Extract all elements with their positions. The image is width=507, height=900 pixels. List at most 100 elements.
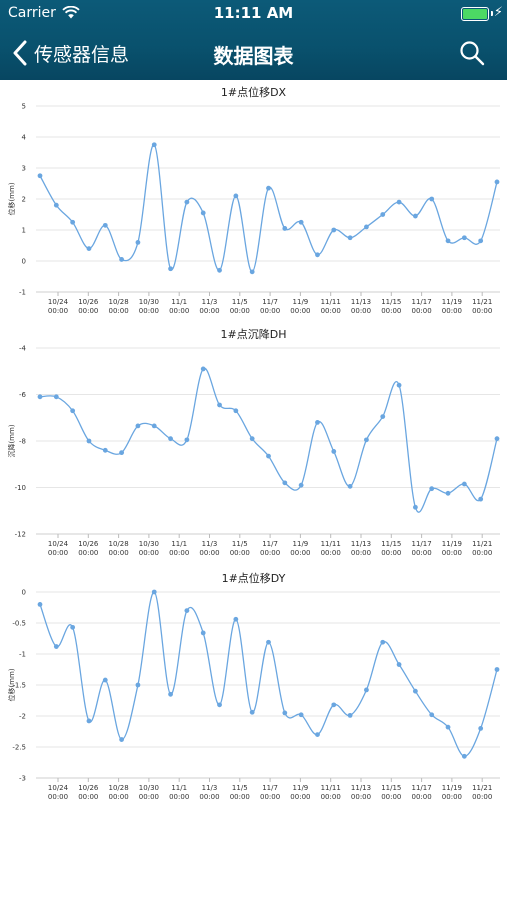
data-point[interactable] (53, 202, 59, 208)
data-point[interactable] (282, 710, 288, 716)
data-point[interactable] (380, 212, 386, 217)
data-point[interactable] (331, 227, 337, 233)
data-point[interactable] (233, 193, 239, 199)
data-point[interactable] (429, 712, 435, 718)
data-point[interactable] (168, 436, 173, 442)
x-tick-label: 10/30 (139, 298, 159, 306)
data-point[interactable] (412, 688, 418, 694)
y-axis-label: 位移(mm) (7, 182, 16, 215)
data-point[interactable] (347, 235, 353, 241)
data-point[interactable] (315, 732, 320, 737)
data-point[interactable] (298, 482, 304, 488)
data-point[interactable] (412, 504, 418, 510)
search-icon[interactable] (459, 40, 485, 66)
data-point[interactable] (282, 226, 288, 231)
data-point[interactable] (119, 737, 125, 742)
x-tick-label: 11/1 (171, 784, 187, 792)
data-point[interactable] (217, 267, 222, 273)
data-point[interactable] (53, 394, 59, 400)
data-point[interactable] (200, 210, 206, 216)
data-point[interactable] (331, 702, 337, 708)
data-point[interactable] (266, 185, 271, 191)
x-tick-label: 00:00 (260, 549, 280, 557)
data-point[interactable] (184, 437, 190, 443)
data-point[interactable] (380, 414, 386, 419)
data-point[interactable] (53, 644, 59, 649)
data-point[interactable] (478, 726, 484, 731)
data-point[interactable] (151, 589, 157, 595)
data-point[interactable] (429, 486, 435, 492)
data-point[interactable] (380, 639, 386, 645)
data-point[interactable] (315, 420, 320, 425)
data-point[interactable] (364, 437, 369, 443)
data-point[interactable] (364, 687, 369, 693)
data-point[interactable] (70, 219, 76, 225)
back-button[interactable]: 传感器信息 (12, 36, 129, 70)
data-point[interactable] (282, 480, 288, 486)
data-point[interactable] (102, 447, 108, 453)
data-point[interactable] (266, 639, 271, 645)
data-point[interactable] (37, 394, 43, 400)
data-point[interactable] (86, 438, 92, 444)
data-point[interactable] (445, 238, 451, 244)
data-point[interactable] (331, 449, 337, 454)
data-point[interactable] (347, 483, 353, 489)
data-point[interactable] (184, 199, 190, 205)
data-point[interactable] (494, 436, 500, 442)
data-point[interactable] (461, 235, 467, 241)
data-point[interactable] (494, 179, 500, 185)
data-point[interactable] (37, 602, 43, 607)
data-point[interactable] (364, 224, 369, 230)
y-tick-label: 1 (22, 227, 26, 235)
data-point[interactable] (461, 481, 467, 487)
data-point[interactable] (119, 450, 125, 456)
data-point[interactable] (461, 753, 467, 759)
data-point[interactable] (86, 246, 92, 252)
data-point[interactable] (396, 662, 402, 667)
data-point[interactable] (249, 269, 255, 275)
data-point[interactable] (217, 702, 222, 708)
data-point[interactable] (102, 677, 108, 683)
data-point[interactable] (217, 402, 222, 408)
data-point[interactable] (298, 712, 304, 718)
data-point[interactable] (445, 724, 451, 730)
data-point[interactable] (70, 624, 76, 630)
data-point[interactable] (445, 490, 451, 496)
data-point[interactable] (233, 616, 239, 622)
data-point[interactable] (478, 496, 484, 502)
data-point[interactable] (102, 222, 108, 228)
series-line (39, 591, 498, 757)
wifi-icon (62, 6, 80, 19)
y-tick-label: -10 (15, 484, 26, 492)
data-point[interactable] (168, 266, 173, 272)
data-point[interactable] (86, 718, 92, 724)
data-point[interactable] (396, 382, 402, 388)
data-point[interactable] (412, 213, 418, 219)
data-point[interactable] (184, 608, 190, 613)
data-point[interactable] (478, 238, 484, 244)
data-point[interactable] (37, 173, 43, 179)
data-point[interactable] (135, 682, 141, 688)
data-point[interactable] (200, 630, 206, 636)
data-point[interactable] (233, 408, 239, 414)
data-point[interactable] (135, 423, 141, 429)
data-point[interactable] (347, 712, 353, 718)
x-tick-label: 10/26 (78, 784, 99, 792)
data-point[interactable] (135, 240, 141, 245)
data-point[interactable] (151, 142, 157, 148)
data-point[interactable] (494, 667, 500, 672)
data-point[interactable] (249, 436, 255, 442)
y-tick-label: 0 (22, 258, 26, 266)
data-point[interactable] (429, 196, 435, 202)
data-point[interactable] (396, 199, 402, 205)
data-point[interactable] (70, 408, 76, 414)
data-point[interactable] (315, 252, 320, 258)
data-point[interactable] (168, 691, 173, 697)
data-point[interactable] (151, 423, 157, 429)
data-point[interactable] (298, 219, 304, 225)
x-tick-label: 10/24 (48, 784, 69, 792)
data-point[interactable] (119, 257, 125, 262)
data-point[interactable] (200, 366, 206, 372)
data-point[interactable] (266, 453, 271, 459)
data-point[interactable] (249, 709, 255, 715)
